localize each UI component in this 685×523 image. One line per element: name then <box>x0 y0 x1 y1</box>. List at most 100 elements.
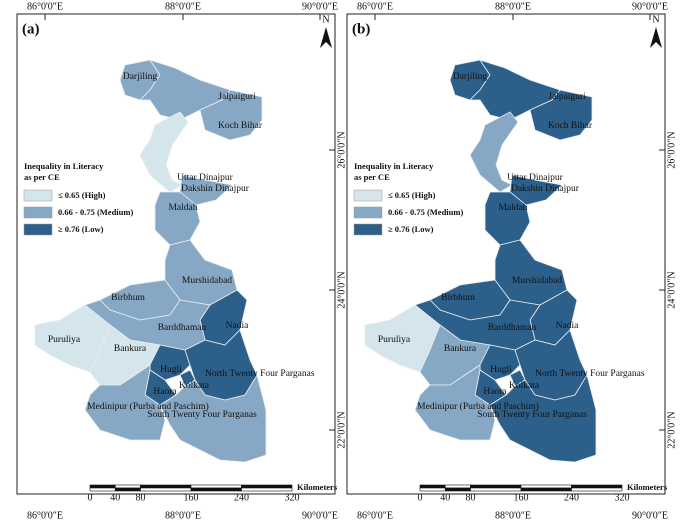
district-label: Dakshin Dinajpur <box>511 184 580 194</box>
longitude-label: 86°0'0"E <box>27 510 63 521</box>
legend-label: ≥ 0.76 (Low) <box>58 224 104 234</box>
scale-unit: Kilometers <box>627 482 668 492</box>
legend-label: ≥ 0.76 (Low) <box>388 224 434 234</box>
scale-label: 320 <box>615 492 630 503</box>
legend-label: ≤ 0.65 (High) <box>58 190 106 200</box>
district-label: Uttar Dinajpur <box>507 173 564 183</box>
district-label: Bankura <box>444 344 477 354</box>
legend-title: as per CE <box>354 172 390 182</box>
legend-swatch <box>353 223 383 236</box>
district-label: Kolkata <box>509 381 540 391</box>
latitude-label: 22°0'0"N <box>666 411 677 448</box>
district-label: Birbhum <box>441 293 475 303</box>
scale-segment <box>571 487 623 492</box>
legend-swatch <box>23 189 53 202</box>
scale-segment <box>140 487 192 492</box>
scale-segment <box>241 484 293 489</box>
latitude-label: 24°0'0"N <box>666 271 677 308</box>
district <box>84 364 166 441</box>
scale-segment <box>444 484 471 489</box>
north-arrow <box>320 27 332 48</box>
latitude-label: 22°0'0"N <box>336 411 347 448</box>
district-label: Darjiling <box>453 72 488 82</box>
legend-label: 0.66 - 0.75 (Medium) <box>388 207 463 217</box>
panel-label: (b) <box>352 21 370 37</box>
panel-frame <box>346 13 666 495</box>
district-label: Puruliya <box>378 335 411 345</box>
district-label: Medinipur (Purba and Paschim) <box>87 401 209 412</box>
district-label: Hugli <box>490 365 512 375</box>
scale-label: 240 <box>234 492 249 503</box>
district <box>489 373 597 463</box>
longitude-label: 88°0'0"E <box>495 1 531 12</box>
district-label: Barddhaman <box>158 323 207 333</box>
district-label: Darjiling <box>123 72 158 82</box>
map-panel: Darjiling Jalpaiguri Koch Bihar Uttar Dinaj… <box>346 1 677 521</box>
longitude-label: 90°0'0"E <box>632 510 668 521</box>
longitude-label: 86°0'0"E <box>357 1 393 12</box>
scale-segment <box>571 484 623 489</box>
longitude-label: 90°0'0"E <box>632 1 668 12</box>
district-label: Nadia <box>226 321 249 331</box>
scale-segment <box>89 487 116 492</box>
legend-swatch <box>353 206 383 219</box>
district-label: Kolkata <box>179 381 210 391</box>
north-label: N <box>652 14 659 25</box>
district-label: Koch Bihar <box>218 121 263 131</box>
district-label: Maldah <box>498 203 527 213</box>
longitude-label: 88°0'0"E <box>495 510 531 521</box>
district-label: Barddhaman <box>488 323 537 333</box>
scale-segment <box>470 484 522 489</box>
scale-segment <box>520 487 572 492</box>
scale-segment <box>190 484 242 489</box>
legend-swatch <box>353 189 383 202</box>
district <box>159 373 267 463</box>
scale-label: 0 <box>418 492 423 503</box>
scale-unit: Kilometers <box>297 482 338 492</box>
latitude-label: 26°0'0"N <box>336 131 347 168</box>
district-label: Puruliya <box>48 335 81 345</box>
scale-label: 320 <box>285 492 300 503</box>
scale-segment <box>114 484 141 489</box>
district-label: North Twenty Four Parganas <box>535 369 645 379</box>
panel-frame <box>16 13 336 495</box>
district-label: South Twenty Four Parganas <box>477 410 587 420</box>
district-label: Bankura <box>114 344 147 354</box>
district-label: Haora <box>153 387 177 397</box>
scale-segment <box>190 487 242 492</box>
legend-swatch <box>23 223 53 236</box>
scale-segment <box>470 487 522 492</box>
scale-segment <box>419 487 446 492</box>
scale-segment <box>520 484 572 489</box>
scale-segment <box>241 487 293 492</box>
district-label: South Twenty Four Parganas <box>147 410 257 420</box>
scale-segment <box>419 484 446 489</box>
scale-label: 240 <box>564 492 579 503</box>
district-label: Nadia <box>556 321 579 331</box>
map-panel: Darjiling Jalpaiguri Koch Bihar Uttar Dinaj… <box>16 1 347 521</box>
longitude-label: 86°0'0"E <box>357 510 393 521</box>
scale-segment <box>444 487 471 492</box>
district-label: Murshidabad <box>182 276 232 286</box>
district-label: Dakshin Dinajpur <box>181 184 250 194</box>
scale-label: 40 <box>110 492 120 503</box>
legend-title: Inequality in Literacy <box>24 161 104 171</box>
scale-label: 80 <box>136 492 146 503</box>
district <box>199 89 263 141</box>
scale-segment <box>140 484 192 489</box>
district-label: Hugli <box>160 365 182 375</box>
district <box>469 111 519 193</box>
scale-label: 80 <box>466 492 476 503</box>
district-label: Koch Bihar <box>548 121 593 131</box>
latitude-label: 24°0'0"N <box>336 271 347 308</box>
scale-label: 160 <box>514 492 529 503</box>
district-label: Jalpaiguri <box>218 92 256 102</box>
scale-label: 0 <box>88 492 93 503</box>
scale-label: 160 <box>184 492 199 503</box>
district-label: Birbhum <box>111 293 145 303</box>
panel-label: (a) <box>22 21 40 37</box>
scale-segment <box>114 487 141 492</box>
north-label: N <box>322 14 329 25</box>
legend-label: 0.66 - 0.75 (Medium) <box>58 207 133 217</box>
